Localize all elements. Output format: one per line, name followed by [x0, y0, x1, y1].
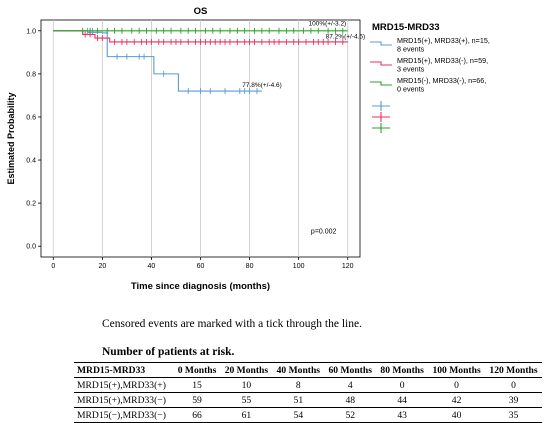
risk-header-group: MRD15-MRD33 [74, 362, 174, 378]
risk-header-120: 120 Months [485, 362, 542, 378]
risk-header-100: 100 Months [428, 362, 486, 378]
table-row: MRD15(+),MRD33(−) 59 55 51 48 44 42 39 [74, 392, 542, 408]
table-cell: 55 [220, 392, 273, 408]
series-annotation: 100%(+/-3.2) [308, 20, 346, 27]
x-tick-label: 120 [342, 263, 354, 270]
risk-header-60: 60 Months [324, 362, 377, 378]
legend-entry-1: MRD15(+), MRD33(+), n=15, 8 events [397, 36, 490, 54]
series-annotation: 87.2%(+/-4.5) [326, 33, 366, 40]
table-cell: MRD15(+),MRD33(−) [74, 392, 174, 408]
table-cell: 43 [376, 407, 429, 423]
y-tick-label: 0.4 [26, 158, 36, 165]
y-tick-label: 1.0 [26, 28, 36, 35]
risk-table-header-row: MRD15-MRD33 0 Months 20 Months 40 Months… [74, 362, 542, 378]
table-cell: 0 [376, 377, 429, 393]
table-cell: MRD15(+),MRD33(+) [74, 377, 174, 393]
table-cell: 39 [485, 392, 542, 408]
x-tick-label: 100 [293, 263, 305, 270]
table-cell: MRD15(−),MRD33(−) [74, 407, 174, 423]
legend-title: MRD15-MRD33 [372, 22, 440, 33]
p-value-label: p=0.002 [311, 228, 337, 235]
y-axis-label: Estimated Probability [6, 92, 16, 184]
risk-table: MRD15-MRD33 0 Months 20 Months 40 Months… [74, 362, 542, 423]
table-cell: 51 [272, 392, 325, 408]
legend-entry-2: MRD15(+), MRD33(-), n=59, 3 events [397, 56, 488, 74]
y-tick-label: 0.6 [26, 114, 36, 121]
table-cell: 52 [324, 407, 377, 423]
x-tick-label: 60 [197, 263, 205, 270]
risk-header-40: 40 Months [272, 362, 325, 378]
table-row: MRD15(−),MRD33(−) 66 61 54 52 43 40 35 [74, 407, 542, 423]
chart-title: OS [194, 6, 208, 17]
legend-swatch [370, 81, 392, 86]
table-cell: 59 [173, 392, 221, 408]
x-tick-label: 40 [148, 263, 156, 270]
table-cell: 0 [428, 377, 486, 393]
table-cell: 61 [220, 407, 273, 423]
risk-header-80: 80 Months [376, 362, 429, 378]
km-chart: 0 20 40 60 80 100 120 0.0 0.2 0.4 0.6 0.8 1.0 OS Time … [6, 6, 490, 292]
table-cell: 8 [272, 377, 325, 393]
table-cell: 15 [173, 377, 221, 393]
table-cell: 48 [324, 392, 377, 408]
x-tick-label: 20 [98, 263, 106, 270]
y-tick-label: 0.8 [26, 71, 36, 78]
legend-swatch [370, 41, 392, 46]
legend-swatch [370, 61, 392, 66]
risk-header-20: 20 Months [220, 362, 273, 378]
table-cell: 0 [485, 377, 542, 393]
table-cell: 54 [272, 407, 325, 423]
table-cell: 35 [485, 407, 542, 423]
table-cell: 44 [376, 392, 429, 408]
y-tick-label: 0.0 [26, 244, 36, 251]
table-cell: 66 [173, 407, 221, 423]
x-axis-label: Time since diagnosis (months) [131, 281, 270, 292]
table-row: MRD15(+),MRD33(+) 15 10 8 4 0 0 0 [74, 377, 542, 393]
table-cell: 4 [324, 377, 377, 393]
x-tick-label: 80 [246, 263, 254, 270]
risk-table-title: Number of patients at risk. [102, 346, 235, 358]
legend-entry-3: MRD15(-), MRD33(-), n=66, 0 events [397, 76, 486, 94]
risk-header-0: 0 Months [173, 362, 221, 378]
y-tick-label: 0.2 [26, 201, 36, 208]
table-cell: 10 [220, 377, 273, 393]
table-cell: 42 [428, 392, 486, 408]
x-tick-label: 0 [51, 263, 55, 270]
table-cell: 40 [428, 407, 486, 423]
figure-caption: Censored events are marked with a tick t… [102, 318, 362, 330]
series-annotation: 77.8%(+/-4.6) [242, 82, 282, 89]
